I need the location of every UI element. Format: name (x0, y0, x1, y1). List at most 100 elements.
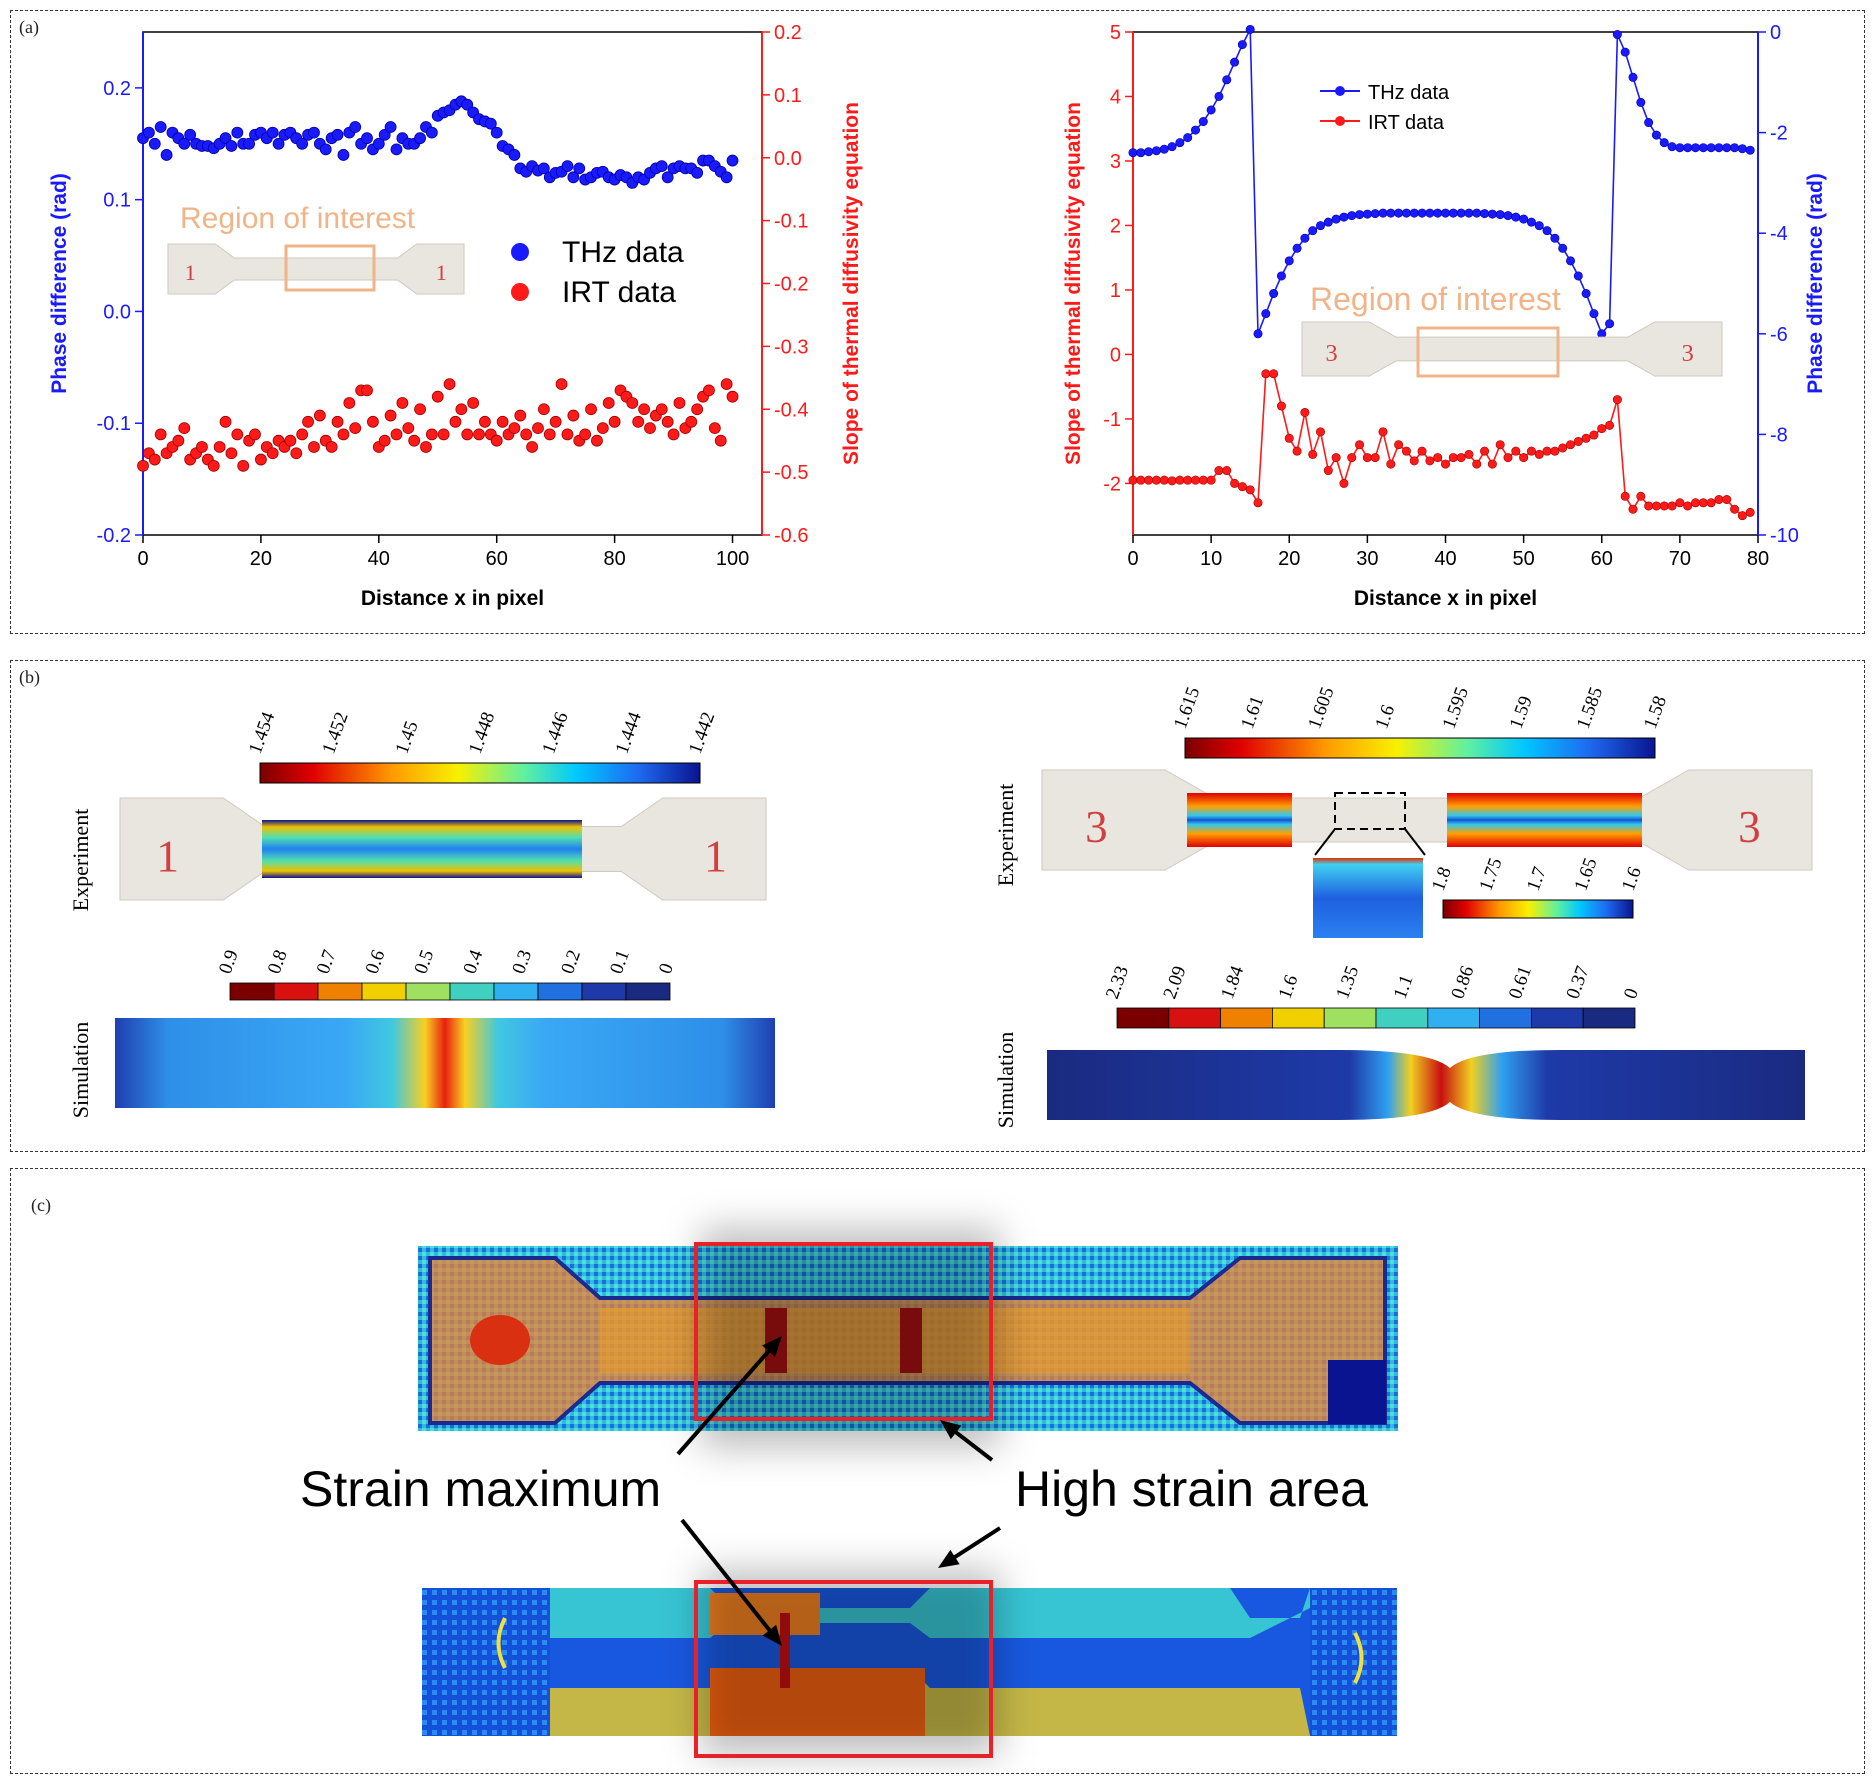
irt-point (1245, 485, 1255, 495)
y-right-axis-label: Slope of thermal diffusivity equation (840, 102, 863, 465)
thz-point (1589, 309, 1599, 319)
y-right-tick-label: -0.1 (774, 211, 808, 233)
y-right-tick-label: 0.2 (774, 22, 802, 44)
irt-point (1300, 407, 1310, 417)
colorbar-tick-label: 1.65 (1570, 855, 1601, 893)
thz-point (1401, 208, 1411, 218)
colorbar-tick-label: 1.446 (538, 709, 572, 756)
thz-point (296, 137, 309, 150)
thz-point (1144, 147, 1154, 157)
arrow-strain-max-top-head (762, 1336, 782, 1357)
arrow-strain-max-bottom-head (762, 1624, 782, 1646)
irt-point (1315, 427, 1325, 437)
thz-point (178, 137, 191, 150)
colorbar-rect (259, 762, 701, 784)
thz-point (1370, 209, 1380, 219)
colorbar-segment (229, 982, 275, 1001)
irt-point (1612, 395, 1622, 405)
x-tick-label: 0 (137, 548, 148, 570)
colorbar-tick-label: 0.2 (557, 947, 585, 977)
thz-point (567, 171, 580, 184)
colorbar-tick-label: 2.33 (1102, 963, 1133, 1001)
thz-point (1464, 208, 1474, 218)
zoom-arrow-right (1404, 828, 1426, 856)
colorbar-segment (625, 982, 671, 1001)
thz-point (319, 143, 332, 156)
colorbar-tick-label: 1.45 (392, 718, 423, 756)
irt-point (1370, 453, 1380, 463)
thz-point (1237, 40, 1247, 50)
colorbar-tick-label: 0.86 (1447, 963, 1478, 1001)
colorbar-tick-label: 1.595 (1439, 684, 1473, 731)
legend-thz-label: THz data (1368, 82, 1450, 104)
irt-point (313, 409, 326, 422)
arrow-high-strain-bottom-head (938, 1549, 960, 1568)
irt-point (1128, 475, 1138, 485)
colorbar-segment (537, 982, 583, 1001)
irt-point (1495, 440, 1505, 450)
irt-point (520, 428, 533, 441)
colorbar-tick-label: 0.37 (1562, 963, 1593, 1001)
irt-point (1378, 427, 1388, 437)
thz-point (390, 143, 403, 156)
irt-point (1542, 446, 1552, 456)
panel-c: (c) (10, 1168, 1865, 1774)
y-left-tick-label: 0 (1110, 344, 1121, 366)
colorbar-segment (449, 982, 495, 1001)
x-tick-label: 60 (486, 548, 508, 570)
strain-panel-c: Strain maximum High strain area (300, 1228, 1398, 1758)
specimen-number-right: 3 (1682, 340, 1694, 367)
irt-point (1526, 446, 1536, 456)
inset-roi-box (1416, 326, 1560, 378)
irt-point (1151, 475, 1161, 485)
y-left-tick-label: -2 (1103, 473, 1121, 495)
panel-a: (a) (10, 10, 1865, 634)
thz-point (508, 149, 521, 161)
irt-point (455, 403, 468, 416)
y-right-tick-label: -0.3 (774, 336, 808, 358)
thz-point (1644, 118, 1654, 128)
thz-point (1323, 217, 1333, 227)
irt-point (249, 428, 261, 441)
specimen-number-left: 1 (185, 260, 196, 285)
irt-point (543, 428, 556, 441)
irt-point (396, 397, 409, 409)
irt-point (1433, 453, 1443, 463)
thz-point (1573, 271, 1583, 281)
y-right-tick-label: -8 (1770, 424, 1788, 446)
thz-point (331, 128, 344, 141)
irt-point (431, 390, 444, 403)
row-label-experiment-right: Experiment (993, 784, 1018, 887)
irt-point (1167, 476, 1177, 486)
irt-point (266, 447, 279, 460)
thz-point (1487, 209, 1497, 219)
thz-point (1558, 243, 1568, 253)
thz-point (425, 126, 438, 139)
thz-point (1565, 256, 1575, 266)
colorbar-segment (581, 982, 627, 1001)
thz-point (1409, 208, 1419, 218)
thz-point (1300, 233, 1310, 243)
y-right-tick-label: -2 (1770, 123, 1788, 145)
colorbar-tick-label: 1.444 (612, 709, 647, 757)
irt-point (467, 397, 480, 409)
thz-point (225, 140, 238, 152)
irt-point (1253, 498, 1263, 508)
colorbar-segment (273, 982, 319, 1001)
thz-point (691, 166, 704, 179)
irt-point (1487, 459, 1497, 469)
y-left-tick-label: 4 (1110, 86, 1121, 108)
irt-point (349, 422, 362, 435)
exp-heatmap-right-b (1447, 793, 1642, 847)
x-tick-label: 30 (1356, 548, 1378, 570)
irt-point (1144, 475, 1154, 485)
irt-point (420, 441, 432, 453)
irt-point (1730, 504, 1740, 514)
specimen-number-right: 1 (704, 830, 727, 881)
y-left-tick-label: 0.2 (103, 78, 131, 100)
irt-point (1136, 475, 1146, 485)
irt-point (154, 428, 167, 441)
y-left-axis-label: Slope of thermal diffusivity equation (1062, 102, 1085, 465)
